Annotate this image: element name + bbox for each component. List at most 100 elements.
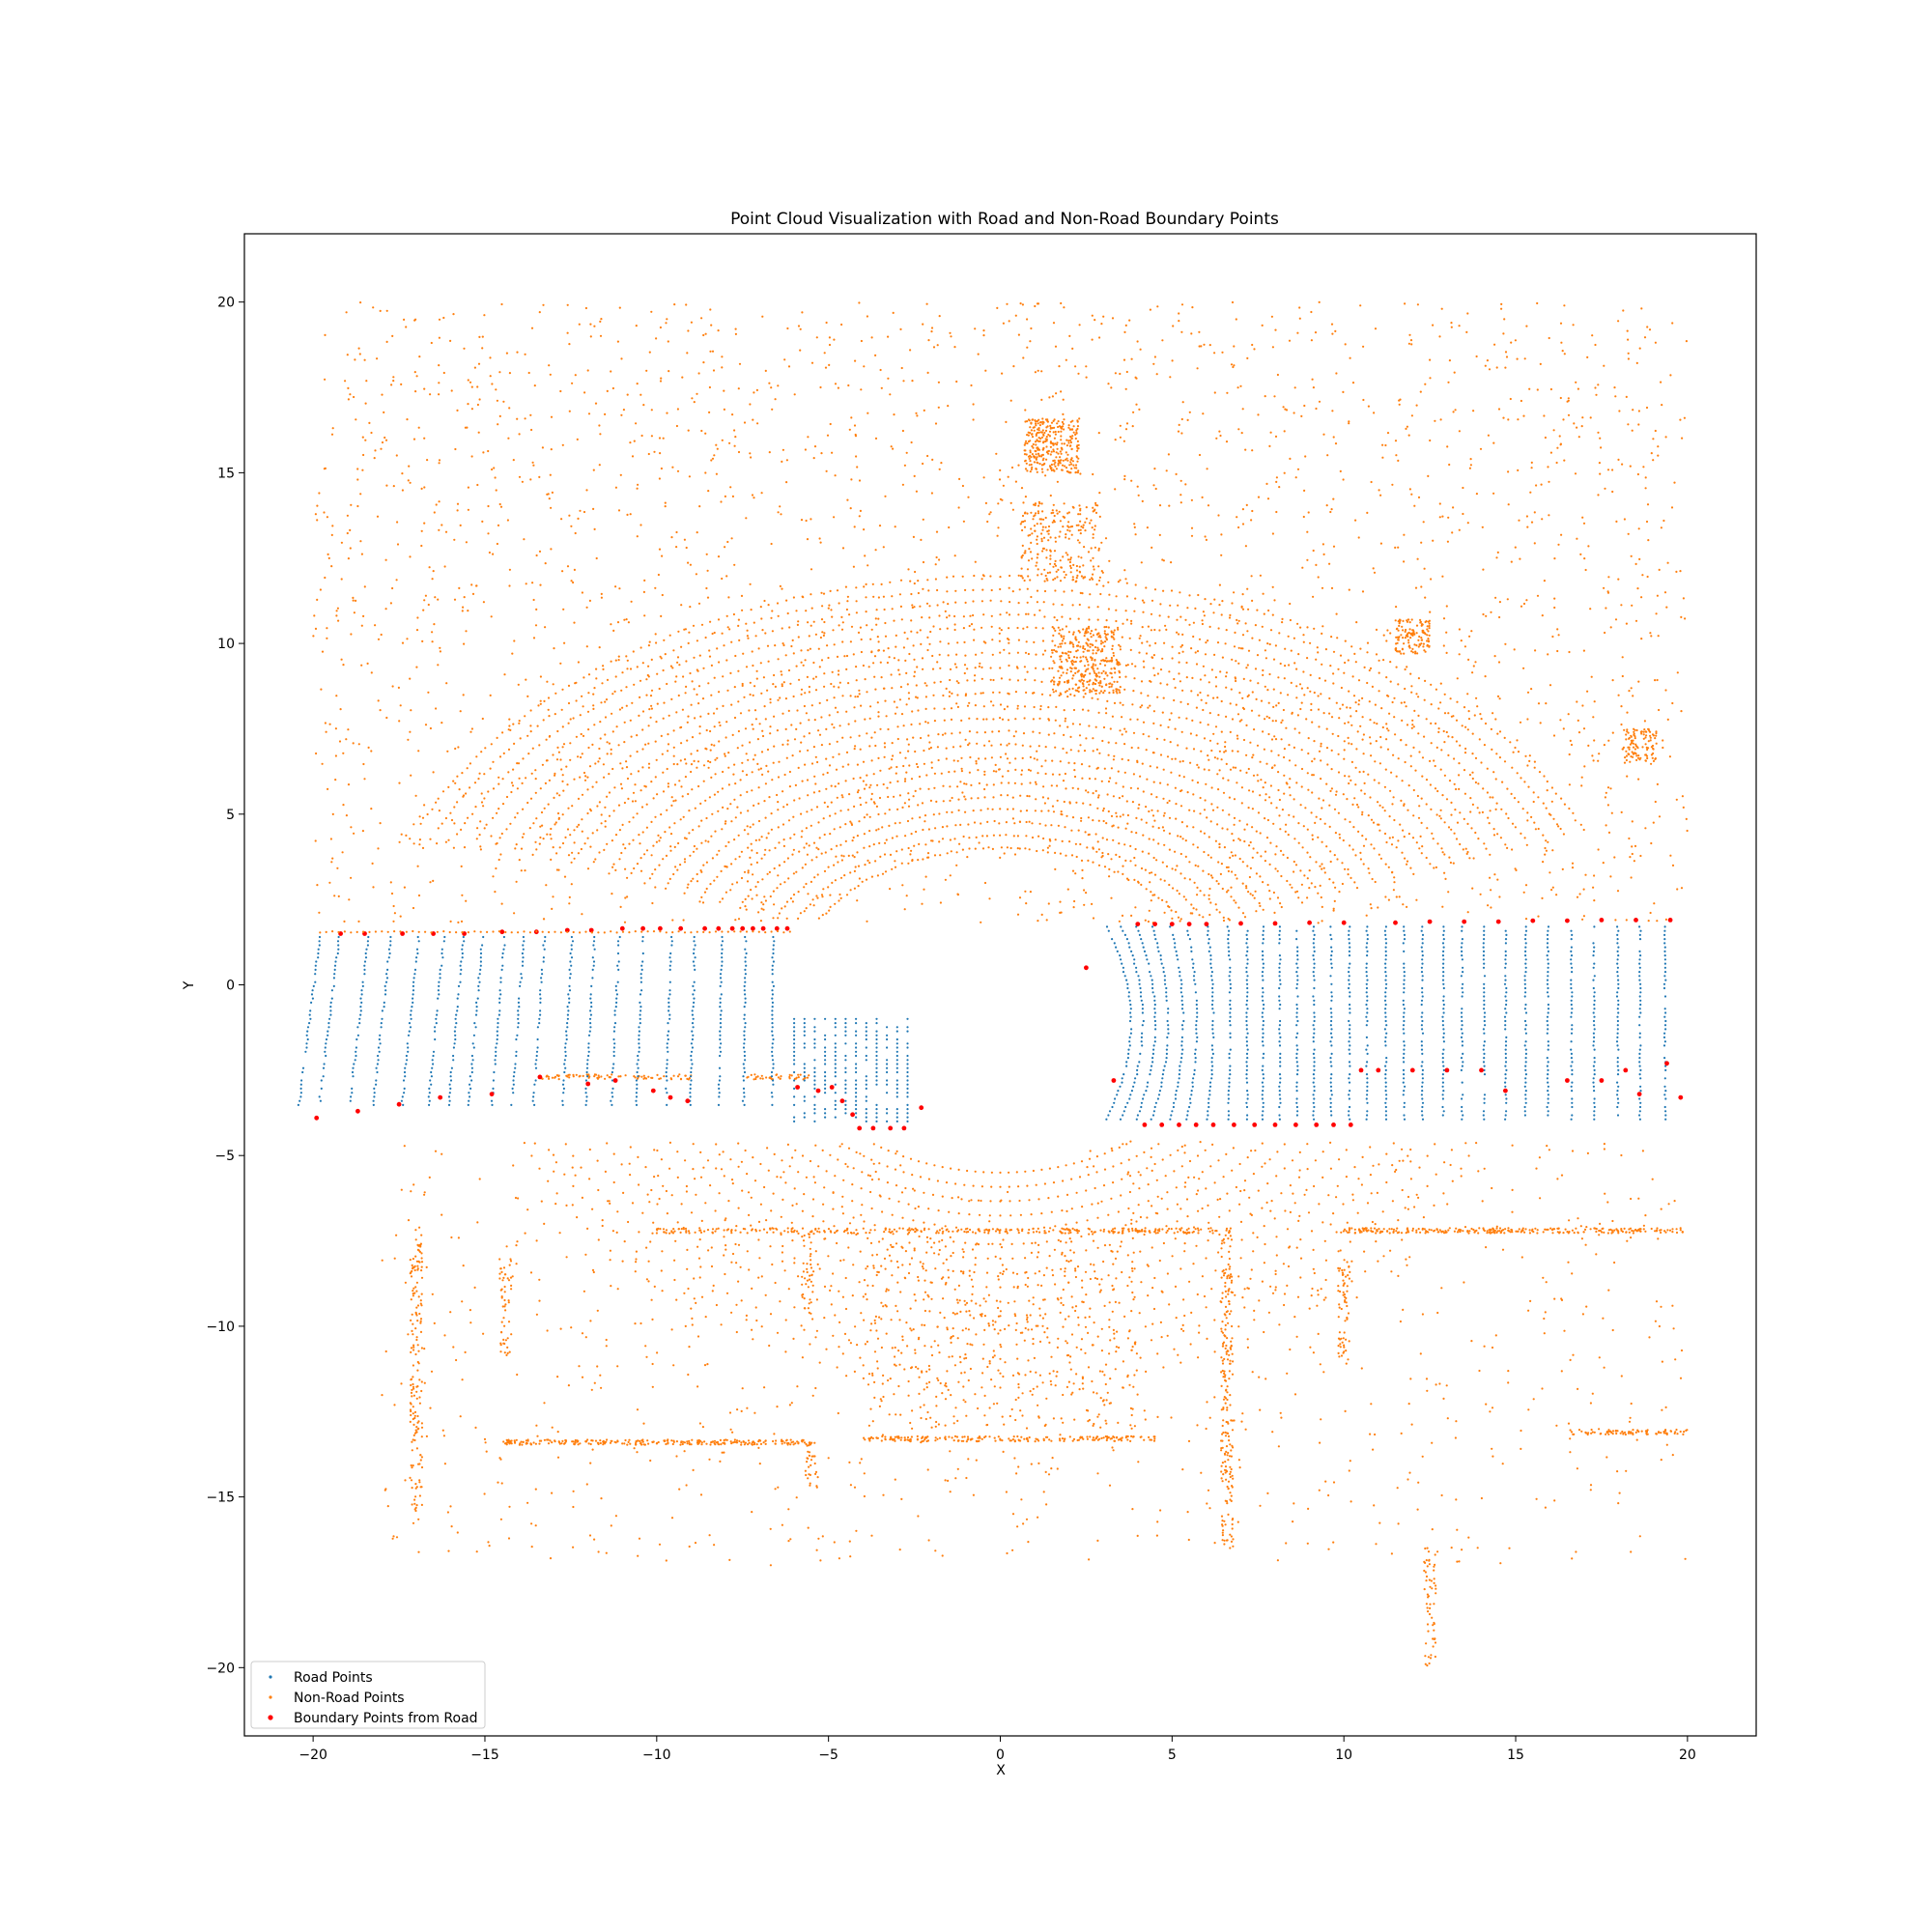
non-road-points-point [546, 680, 549, 683]
non-road-points-point [477, 431, 480, 434]
non-road-points-point [1341, 882, 1344, 886]
non-road-points-point [859, 804, 863, 807]
non-road-points-point [897, 659, 900, 662]
non-road-points-point [975, 836, 978, 839]
non-road-points-point [1646, 575, 1649, 579]
non-road-points-point [826, 771, 829, 775]
non-road-points-point [1481, 526, 1484, 528]
non-road-points-point [685, 838, 688, 840]
non-road-points-point [928, 741, 931, 744]
non-road-points-point [827, 886, 830, 889]
non-road-points-point [902, 764, 905, 768]
non-road-points-point [1366, 681, 1369, 685]
non-road-points-point [1421, 756, 1425, 759]
non-road-points-point [1196, 846, 1199, 849]
non-road-points-point [1246, 630, 1249, 633]
non-road-points-point [1220, 533, 1223, 536]
non-road-points-point [865, 783, 867, 786]
non-road-points-point [1149, 644, 1151, 647]
non-road-points-point [1228, 796, 1231, 799]
non-road-points-point [1458, 325, 1461, 327]
non-road-points-point [430, 341, 433, 345]
non-road-points-point [814, 633, 818, 636]
non-road-points-point [804, 659, 807, 662]
non-road-points-point [1293, 815, 1295, 818]
non-road-points-point [1180, 303, 1184, 306]
non-road-points-point [835, 855, 838, 858]
non-road-points-point [688, 631, 691, 634]
non-road-points-point [847, 384, 850, 387]
non-road-points-point [501, 778, 504, 781]
non-road-points-point [1686, 829, 1689, 833]
non-road-points-point [654, 776, 657, 779]
non-road-points-point [569, 742, 572, 745]
non-road-points-point [935, 800, 938, 804]
non-road-points-point [1466, 850, 1469, 854]
non-road-points-point [1179, 494, 1182, 497]
non-road-points-point [1153, 819, 1156, 822]
non-road-points-point [1517, 801, 1520, 804]
non-road-points-point [1117, 770, 1120, 773]
non-road-points-point [1251, 756, 1254, 759]
non-road-points-point [1335, 790, 1338, 793]
non-road-points-point [1007, 475, 1009, 478]
non-road-points-point [801, 780, 804, 782]
non-road-points-point [863, 365, 866, 368]
non-road-points-point [409, 838, 412, 840]
non-road-points-point [709, 749, 712, 752]
non-road-points-point [427, 603, 430, 607]
non-road-points-point [1129, 718, 1132, 721]
non-road-points-point [1239, 647, 1243, 650]
non-road-points-point [1096, 606, 1099, 609]
non-road-points-point [913, 670, 917, 673]
non-road-points-point [1469, 797, 1472, 800]
non-road-points-point [1546, 789, 1548, 792]
non-road-points-point [604, 820, 607, 823]
non-road-points-point [1548, 514, 1550, 517]
non-road-points-point [654, 740, 657, 743]
non-road-points-point [1199, 890, 1202, 893]
non-road-points-point [1281, 809, 1284, 811]
non-road-points-point [1621, 656, 1624, 659]
non-road-points-point [1326, 454, 1329, 457]
non-road-points-point [1313, 691, 1316, 695]
non-road-points-point [1274, 435, 1278, 438]
non-road-points-point [640, 806, 644, 809]
non-road-points-point [1201, 619, 1204, 622]
non-road-points-point [470, 408, 473, 411]
non-road-points-point [986, 820, 989, 824]
non-road-points-point [1174, 868, 1177, 871]
non-road-points-point [968, 847, 971, 850]
non-road-points-point [547, 803, 550, 806]
non-road-points-point [722, 704, 724, 708]
non-road-points-point [836, 844, 838, 847]
non-road-points-point [460, 920, 464, 923]
non-road-points-point [527, 753, 530, 755]
non-road-points-point [804, 863, 808, 866]
non-road-points-point [432, 771, 435, 774]
non-road-points-point [1609, 875, 1612, 878]
non-road-points-point [550, 448, 553, 451]
non-road-points-point [1264, 860, 1266, 863]
non-road-points-point [443, 565, 446, 568]
non-road-points-point [1260, 699, 1264, 702]
non-road-points-point [1552, 734, 1556, 737]
non-road-points-point [922, 462, 924, 466]
non-road-points-point [1310, 882, 1313, 885]
non-road-points-point [670, 796, 673, 799]
non-road-points-point [1234, 676, 1236, 679]
non-road-points-point [1174, 727, 1177, 730]
non-road-points-point [733, 798, 736, 801]
non-road-points-point [577, 517, 580, 521]
non-road-points-point [1132, 411, 1135, 413]
non-road-points-point [401, 489, 404, 492]
non-road-points-point [1011, 508, 1014, 511]
non-road-points-point [523, 833, 526, 836]
non-road-points-point [879, 661, 882, 664]
non-road-points-point [600, 318, 603, 321]
non-road-points-point [524, 869, 526, 872]
non-road-points-point [1188, 861, 1191, 864]
non-road-points-point [1179, 680, 1181, 683]
non-road-points-point [1133, 610, 1136, 612]
non-road-points-point [531, 853, 534, 857]
